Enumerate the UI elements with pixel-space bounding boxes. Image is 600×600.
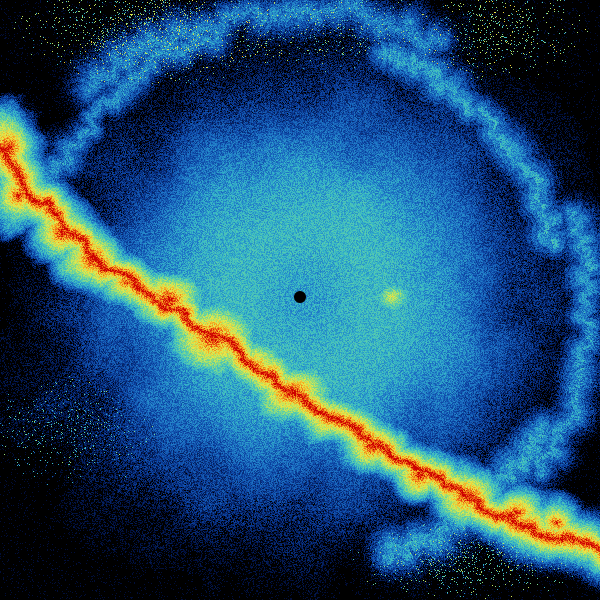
intensity-heatmap <box>0 0 600 600</box>
false-color-image-canvas: False-color intensity map jet <box>0 0 600 600</box>
